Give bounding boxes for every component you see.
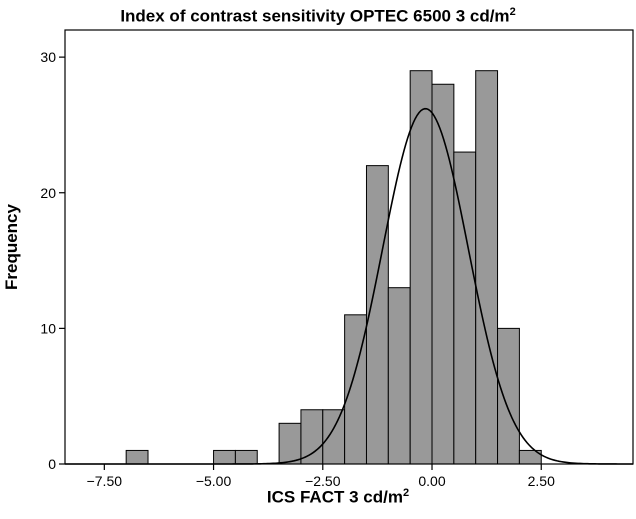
histogram-bar-2	[234, 449, 258, 465]
x-axis-label: ICS FACT 3 cd/m2	[266, 487, 410, 507]
y-tick-label-0: 0	[48, 456, 56, 472]
y-tick-label-1: 10	[40, 320, 56, 336]
histogram-bar-11	[453, 151, 477, 465]
plot-frame	[64, 29, 634, 465]
x-tick-label-1: −5.00	[196, 473, 232, 489]
histogram-bar-10	[431, 83, 455, 465]
y-axis-label: Frequency	[2, 204, 21, 290]
histogram-bar-13	[497, 327, 520, 465]
axes-group: 0 10 20 30 −7.50 −5.00 −2.50 0.00 2.50	[40, 29, 634, 489]
bars-group	[125, 70, 542, 465]
y-tick-label-3: 30	[40, 49, 56, 65]
histogram-bar-1	[213, 449, 236, 465]
y-tick-label-2: 20	[40, 185, 56, 201]
histogram-bar-0	[125, 449, 149, 465]
histogram-bar-9	[409, 70, 433, 465]
x-tick-label-0: −7.50	[87, 473, 123, 489]
histogram-bar-8	[387, 287, 411, 465]
x-tick-label-4: 2.50	[528, 473, 555, 489]
x-tick-label-2: −2.50	[305, 473, 341, 489]
histogram-bar-4	[300, 409, 324, 465]
x-tick-label-3: 0.00	[418, 473, 445, 489]
chart-title: Index of contrast sensitivity OPTEC 6500…	[120, 6, 516, 26]
histogram-bar-12	[475, 70, 499, 465]
histogram-bar-3	[278, 422, 302, 465]
histogram-bar-5	[322, 409, 346, 465]
